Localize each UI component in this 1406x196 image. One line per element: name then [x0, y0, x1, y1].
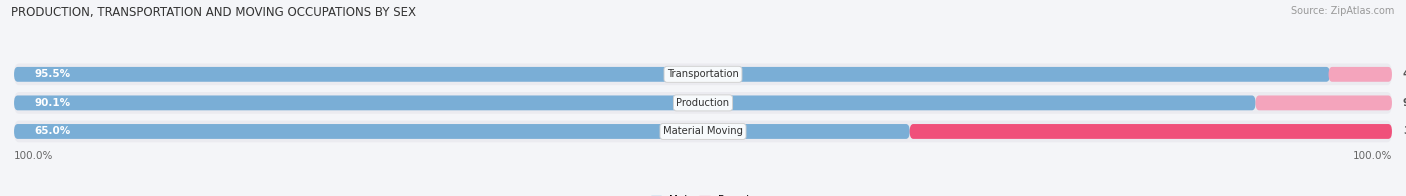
Text: 65.0%: 65.0%	[35, 126, 70, 136]
FancyBboxPatch shape	[14, 67, 1330, 82]
Legend: Male, Female: Male, Female	[647, 191, 759, 196]
FancyBboxPatch shape	[14, 124, 910, 139]
Text: 4.6%: 4.6%	[1403, 69, 1406, 79]
FancyBboxPatch shape	[14, 121, 1392, 142]
FancyBboxPatch shape	[1256, 95, 1392, 110]
FancyBboxPatch shape	[14, 92, 1392, 114]
FancyBboxPatch shape	[14, 95, 1256, 110]
Text: 100.0%: 100.0%	[14, 151, 53, 161]
Text: Transportation: Transportation	[666, 69, 740, 79]
FancyBboxPatch shape	[1329, 67, 1392, 82]
Text: 35.0%: 35.0%	[1403, 126, 1406, 136]
Text: 9.9%: 9.9%	[1403, 98, 1406, 108]
Text: PRODUCTION, TRANSPORTATION AND MOVING OCCUPATIONS BY SEX: PRODUCTION, TRANSPORTATION AND MOVING OC…	[11, 6, 416, 19]
Text: 90.1%: 90.1%	[35, 98, 70, 108]
Text: Production: Production	[676, 98, 730, 108]
FancyBboxPatch shape	[14, 64, 1392, 85]
Text: Source: ZipAtlas.com: Source: ZipAtlas.com	[1291, 6, 1395, 16]
Text: 100.0%: 100.0%	[1353, 151, 1392, 161]
Text: 95.5%: 95.5%	[35, 69, 70, 79]
Text: Material Moving: Material Moving	[664, 126, 742, 136]
FancyBboxPatch shape	[910, 124, 1392, 139]
